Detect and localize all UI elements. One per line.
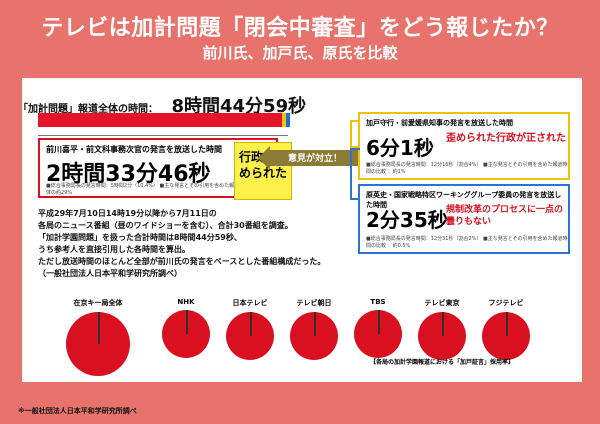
body-line-2: 各局のニュース番組（昼のワイドショーを含む）、合計30番組を調査。	[38, 221, 293, 230]
hara-name: 原英史・国家戦略特区ワーキンググループ委員の発言を放送した時間	[366, 191, 562, 209]
hara-note: ■総合事務局長の発言時間：12分31秒（割合2%） ■主な発言とその引用を含めた…	[366, 236, 568, 249]
pie-slice	[250, 312, 252, 336]
maekawa-note: ■総合事務局長の発言時間：5時間2分（10.4%） ■主な発言とその引用を含めた…	[46, 183, 276, 196]
footer: ※一般社団法人日本平和学研究所調べ	[18, 407, 137, 415]
pie-label: 日本テレビ	[232, 299, 268, 307]
pie-chart	[354, 310, 402, 358]
total-bar-yellow	[282, 113, 286, 127]
pie-label: テレビ東京	[424, 299, 460, 307]
maekawa-box: 前川喜平・前文科事務次官の発言を放送した時間 2時間33分46秒 ■総合事務局長…	[38, 138, 278, 198]
pie-slice	[186, 310, 188, 334]
pie-chart	[482, 312, 530, 360]
pie-chart	[290, 312, 338, 360]
total-value: 8時間44分59秒	[171, 96, 307, 117]
pie-row: 在京キー局全体 NHK 日本テレビ テレビ朝日 TBS テレビ東京 フジテレビ	[58, 298, 578, 376]
body-line-3: 「加計学園問題」を扱った合計時間は8時間44分59秒、	[38, 233, 242, 242]
body-line-6: （一般社団法人日本平和学研究所調べ）	[38, 269, 182, 278]
blue-bracket	[350, 148, 360, 200]
kato-note: ■総合事務局長の発言時間：12分16秒（割合4%） ■主な発言とその引用を含めた…	[366, 162, 568, 175]
total-label: 「加計問題」報道全体の時間：	[18, 104, 158, 115]
hara-red-text: 規制改革のプロセスに一点の曇りもない	[446, 205, 564, 227]
pie-label: NHK	[177, 298, 195, 306]
body-line-5: ただし放送時間のほとんど全部が前川氏の発言をベースとした番組構成だった。	[38, 257, 326, 266]
pie-item: テレビ東京	[402, 298, 482, 360]
maekawa-time: 2時間33分46秒	[46, 162, 211, 187]
total-bar-blue	[286, 113, 290, 127]
kato-red-text: 歪められた行政が正された	[446, 133, 566, 144]
pie-label: TBS	[370, 298, 386, 306]
pie-label: フジテレビ	[488, 299, 524, 307]
body-text: 平成29年7月10日14時19分以降から7月11日の 各局のニュース番組（昼のワ…	[38, 208, 358, 280]
body-line-4: うち参考人を直接引用した各時間を算出。	[38, 245, 190, 254]
subtitle: 前川氏、加戸氏、原氏を比較	[202, 44, 398, 62]
pie-item: 在京キー局全体	[58, 298, 138, 376]
maekawa-name: 前川喜平・前文科事務次官の発言を放送した時間	[46, 145, 222, 154]
pie-item: フジテレビ	[466, 298, 546, 360]
pie-item: TBS	[338, 298, 418, 358]
body-line-1: 平成29年7月10日14時19分以降から7月11日の	[38, 209, 217, 218]
pie-chart	[66, 312, 130, 376]
pie-slice	[98, 312, 100, 344]
conflict-arrow-label: 意見が対立！	[287, 154, 342, 164]
pie-label: テレビ朝日	[296, 299, 332, 307]
title: テレビは加計問題「閉会中審査」をどう報じたか？	[41, 16, 559, 41]
divider	[38, 135, 288, 136]
pie-slice	[442, 312, 444, 336]
pie-chart	[418, 312, 466, 360]
pie-item: テレビ朝日	[274, 298, 354, 360]
kato-name: 加戸守行・前愛媛県知事の発言を放送した時間	[366, 119, 513, 127]
pie-slice	[314, 312, 316, 336]
pie-chart	[226, 312, 274, 360]
hara-time: 2分35秒	[366, 208, 448, 232]
pie-label: 在京キー局全体	[73, 299, 123, 307]
pie-item: NHK	[146, 298, 226, 358]
kato-time: 6分1秒	[366, 136, 434, 160]
pie-slice	[506, 312, 508, 336]
pie-slice	[378, 310, 380, 334]
total-bar-red	[38, 113, 288, 127]
hara-box: 原英史・国家戦略特区ワーキンググループ委員の発言を放送した時間 2分35秒 規制…	[358, 184, 570, 254]
pie-caption: 【各局の加計学園報道における「加戸証言」採用率】	[370, 359, 515, 366]
pie-item: 日本テレビ	[210, 298, 290, 360]
total-time: 「加計問題」報道全体の時間： 8時間44分59秒	[18, 92, 306, 118]
kato-box: 加戸守行・前愛媛県知事の発言を放送した時間 6分1秒 歪められた行政が正された …	[358, 112, 570, 180]
pie-chart	[162, 310, 210, 358]
yellow-bracket	[350, 120, 360, 148]
